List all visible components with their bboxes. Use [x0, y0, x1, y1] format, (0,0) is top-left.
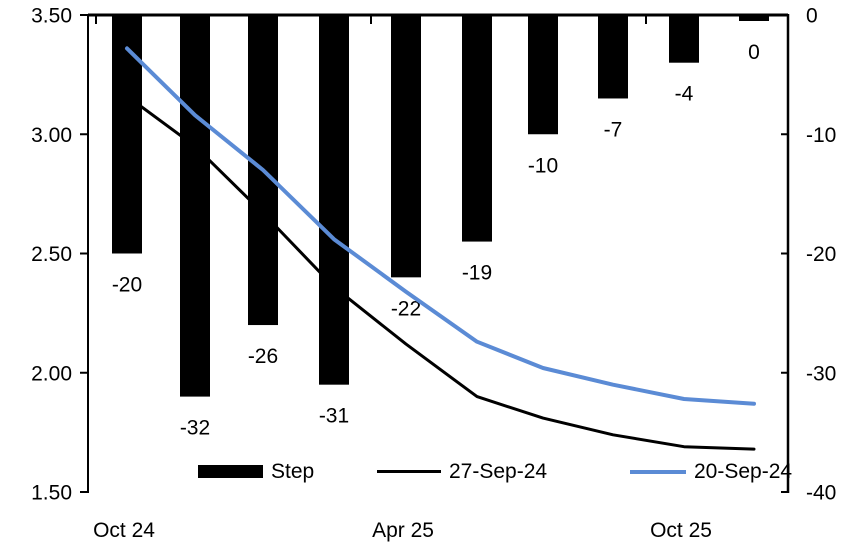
- left-axis-label: 2.50: [31, 243, 72, 266]
- left-axis-label: 3.00: [31, 124, 72, 147]
- x-axis-label: Oct 24: [93, 519, 155, 542]
- series-line-20-sep-24: [125, 46, 756, 406]
- bar-value-label: -31: [319, 405, 349, 428]
- bar-value-label: 0: [748, 41, 760, 64]
- legend-item-step: Step: [198, 458, 314, 485]
- left-axis-label: 3.50: [31, 5, 72, 28]
- step-bar: [462, 15, 492, 242]
- step-bar: [739, 15, 769, 21]
- step-bar: [180, 15, 210, 397]
- bar-value-label: -10: [528, 154, 558, 177]
- step-bar: [598, 15, 628, 99]
- right-axis-label: -20: [806, 243, 836, 266]
- x-axis-label: Apr 25: [372, 519, 434, 542]
- line-swatch-27-sep-icon: [377, 470, 441, 473]
- right-axis-label: -10: [806, 124, 836, 147]
- step-bar: [669, 15, 699, 63]
- step-bar: [112, 15, 142, 254]
- series-line-27-sep-24: [125, 94, 756, 451]
- legend-item-20-sep-24: 20-Sep-24: [630, 458, 792, 485]
- bar-value-label: -4: [675, 83, 694, 106]
- step-bar-swatch-icon: [198, 465, 263, 478]
- legend-label-step: Step: [271, 459, 315, 483]
- step-bar: [391, 15, 421, 278]
- step-bar: [319, 15, 349, 385]
- bar-value-label: -19: [462, 262, 492, 285]
- legend-label-27-sep-24: 27-Sep-24: [449, 459, 548, 483]
- bar-value-label: -22: [391, 297, 421, 320]
- bar-value-label: -32: [180, 417, 210, 440]
- right-axis-label: 0: [806, 5, 818, 28]
- left-axis-label: 1.50: [31, 482, 72, 505]
- right-axis-label: -30: [806, 362, 836, 385]
- line-swatch-20-sep-icon: [630, 469, 686, 474]
- bar-value-label: -26: [248, 345, 278, 368]
- x-axis-label: Oct 25: [650, 519, 712, 542]
- left-axis-label: 2.00: [31, 362, 72, 385]
- legend-label-20-sep-24: 20-Sep-24: [694, 459, 793, 483]
- step-bar: [528, 15, 558, 135]
- right-axis-label: -40: [806, 482, 836, 505]
- legend-item-27-sep-24: 27-Sep-24: [377, 458, 547, 485]
- bar-value-label: -20: [112, 274, 142, 297]
- bar-value-label: -7: [604, 118, 623, 141]
